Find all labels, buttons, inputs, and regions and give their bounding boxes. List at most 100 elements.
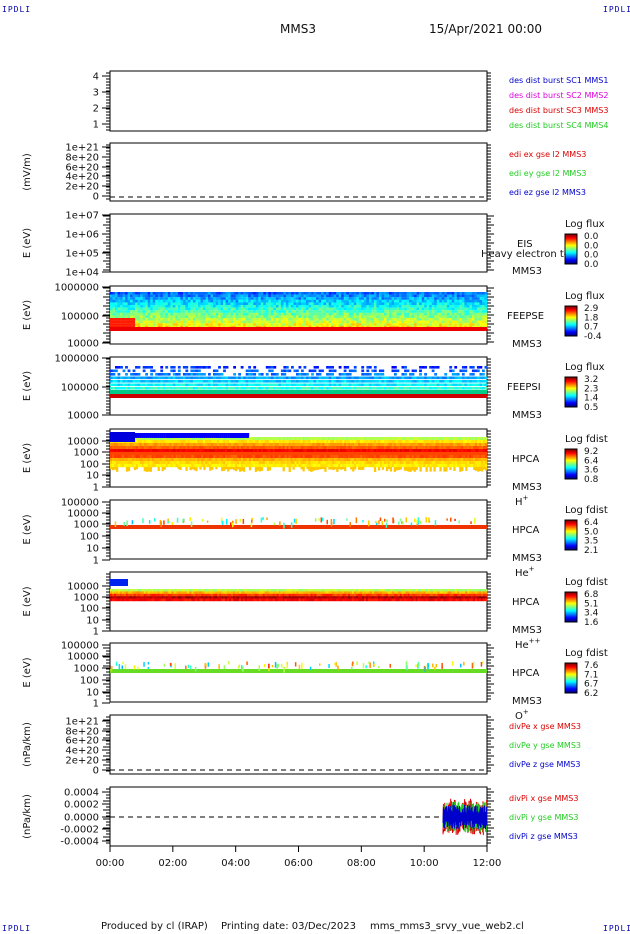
feepse-cell — [228, 305, 231, 308]
feepse-cell — [112, 294, 116, 298]
feepse-cell — [172, 318, 176, 321]
feepsi-cell — [210, 383, 214, 387]
hpca_h-cell — [137, 443, 141, 447]
feepsi-cell — [145, 366, 149, 369]
feepse-cell — [391, 323, 395, 326]
hpca_h-cell — [274, 437, 277, 441]
feepse-cell — [152, 315, 156, 319]
feepsi-cell — [389, 380, 392, 383]
feepse-cell — [368, 318, 372, 321]
feepse-cell — [275, 305, 279, 308]
feepse-cell — [223, 302, 226, 306]
hpca_h-cell — [306, 458, 309, 462]
feepse-cell — [424, 318, 428, 321]
feepse-cell — [137, 315, 141, 319]
feepsi-cell — [172, 369, 176, 373]
feepse-cell — [409, 307, 412, 311]
hpca_h-cell — [185, 446, 188, 450]
feepse-cell — [351, 297, 355, 300]
feepsi-cell — [235, 383, 239, 387]
hpca_h-cell — [225, 455, 228, 459]
hpca_h-cell — [381, 443, 385, 447]
hpca_h-cell — [298, 443, 301, 447]
feepse-cell — [446, 294, 450, 298]
hpca_h-cell — [201, 440, 204, 444]
hpca_h-cell — [308, 467, 311, 472]
feepse-cell — [250, 299, 254, 303]
feepse-cell — [471, 310, 475, 313]
feepse-cell — [482, 323, 485, 326]
hpca_h-cell — [308, 446, 311, 450]
hpca_h-cell — [147, 443, 150, 447]
hpca_h-cell — [193, 443, 196, 447]
feepse-cell — [147, 310, 151, 313]
feepse-cell — [466, 302, 470, 306]
feepse-cell — [260, 307, 264, 311]
hpca_h-cell — [123, 461, 127, 465]
eis-ylabel: E (eV) — [22, 228, 33, 258]
hpca_h-cell — [215, 433, 218, 438]
feepse-cell — [253, 318, 257, 321]
hpca_h-cell — [133, 458, 137, 462]
feepsi-cell — [358, 387, 362, 390]
hpca_h-cell — [219, 455, 222, 459]
hpca_h-cell — [199, 433, 202, 438]
feepsi-cell — [167, 387, 171, 390]
feepse-cell — [386, 292, 390, 295]
hpca_h-cell — [371, 446, 375, 450]
hpca_h-cell — [117, 449, 121, 453]
feepse-cell — [476, 292, 480, 295]
feepsi-cell — [396, 387, 400, 390]
feepse-cell — [466, 323, 470, 326]
feepse-cell — [142, 312, 146, 316]
feepse-cell — [265, 302, 269, 306]
feepse-cell — [210, 305, 214, 308]
feepse-cell — [346, 305, 350, 308]
hpca_h-cell — [193, 455, 196, 459]
feepse-cell — [346, 292, 350, 295]
feepse-cell — [175, 302, 179, 306]
hpca_h-cell — [139, 464, 143, 468]
feepse-cell — [172, 294, 176, 298]
feepse-cell — [278, 318, 282, 321]
hpca_h-cell — [360, 440, 363, 444]
hpca_h-cell — [165, 461, 168, 465]
feepse-cell — [228, 315, 231, 319]
feepse-cell — [386, 320, 390, 324]
feepse-cell — [323, 318, 327, 321]
feepsi-cell — [248, 383, 252, 387]
feepsi-cell — [484, 366, 488, 369]
feepsi-cell — [316, 387, 319, 390]
feepsi-cell — [436, 383, 440, 387]
feepse-cell — [278, 312, 282, 316]
feepse-cell — [336, 310, 340, 313]
feepse-cell — [203, 318, 206, 321]
hpca_h-cell — [288, 461, 291, 465]
feepse-cell — [336, 299, 340, 303]
feepse-cell — [208, 323, 211, 326]
hpca_h-cell — [207, 449, 210, 453]
feepse-cell — [253, 323, 257, 326]
feepse-cell — [461, 315, 465, 319]
feepse-cell — [283, 307, 287, 311]
feepsi-cell — [336, 387, 340, 390]
feepse-cell — [323, 302, 327, 306]
feepsi-cell — [190, 376, 194, 380]
feepsi-cell — [190, 383, 194, 387]
feepse-cell — [167, 299, 171, 303]
feepse-cell — [165, 310, 169, 313]
hpca_h-cell — [155, 443, 158, 447]
hpca_h-cell — [262, 446, 266, 450]
hpca_h-cell — [356, 455, 359, 459]
hpca_h-cell — [316, 446, 319, 450]
feepsi-cell — [260, 387, 264, 390]
hpca_h-cell — [153, 446, 156, 450]
feepse-cell — [157, 292, 161, 295]
feepse-cell — [368, 323, 372, 326]
feepse-cell — [167, 305, 171, 308]
feepsi-ylabel: E (eV) — [22, 371, 33, 401]
hpca_h-cell — [223, 446, 226, 450]
feepsi-cell — [333, 383, 337, 387]
feepsi-cell — [268, 380, 272, 383]
feepse-cell — [110, 292, 113, 295]
